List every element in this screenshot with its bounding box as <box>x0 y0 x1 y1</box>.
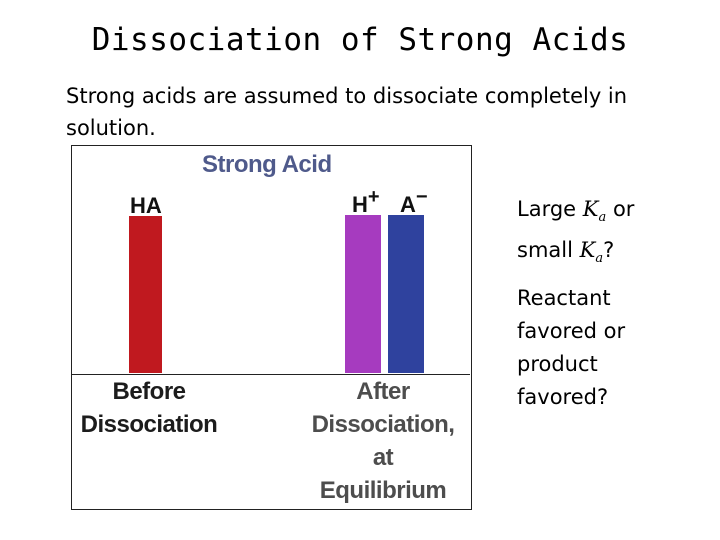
ka-question: Large Ka or small Ka? <box>517 197 635 267</box>
h-ion-bar <box>345 215 381 373</box>
ha-bar <box>129 216 162 373</box>
ha-label: HA <box>130 193 162 218</box>
intro-text: Strong acids are assumed to dissociate c… <box>66 84 628 140</box>
a-ion-bar <box>388 215 424 373</box>
stage-label-panel <box>72 374 470 509</box>
ka-symbol: Ka <box>582 197 607 226</box>
before-dissociation-label: Before Dissociation <box>80 378 218 438</box>
favored-question: Reactant favored or product favored? <box>517 286 626 409</box>
a-ion-label: A− <box>400 186 428 217</box>
strong-acid-figure: Strong Acid HA H+ A− Before Dissociation… <box>71 145 472 510</box>
h-ion-label: H+ <box>352 186 380 217</box>
slide-title: Dissociation of Strong Acids <box>91 22 629 58</box>
ka-symbol-2: Ka <box>579 238 604 267</box>
figure-title: Strong Acid <box>202 151 332 178</box>
after-dissociation-label: After Dissociation, at Equilibrium <box>311 378 455 504</box>
